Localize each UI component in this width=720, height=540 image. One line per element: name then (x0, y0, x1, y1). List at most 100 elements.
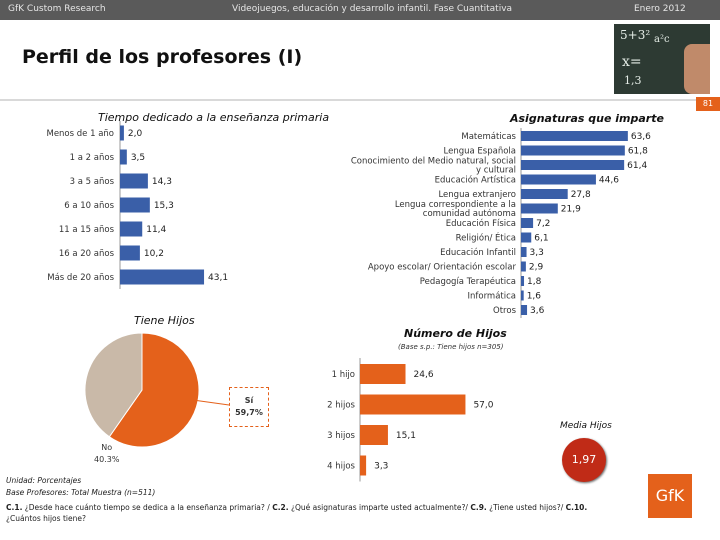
chalkboard-photo: 5+3² a²c x= 1,3 (614, 24, 710, 94)
tiempo-value-label: 11,4 (146, 225, 166, 235)
hijos-value-label: 57,0 (473, 401, 493, 411)
pie-slice-no (84, 332, 143, 438)
tiempo-bar (120, 221, 143, 237)
question-code: C.2. (272, 503, 289, 512)
asignaturas-category-label: Conocimiento del Medio natural, social (351, 157, 516, 167)
asignaturas-bar (521, 276, 525, 286)
tiempo-category-label: 16 a 20 años (59, 249, 115, 259)
tiempo-category-label: Más de 20 años (47, 273, 114, 283)
pie-label-no: No 40.3% (94, 442, 119, 466)
asignaturas-category-label: y cultural (476, 166, 516, 176)
asignaturas-category-label: Informática (468, 292, 517, 302)
tiempo-bar (120, 173, 148, 189)
tiempo-value-label: 14,3 (152, 177, 172, 187)
gfk-logo: GfK (648, 474, 692, 518)
asignaturas-bar (521, 174, 596, 185)
pie-leader-line (192, 399, 230, 406)
asignaturas-category-label: Otros (493, 306, 517, 316)
date-label: Enero 2012 (634, 4, 686, 14)
asignaturas-category-label: comunidad autónoma (423, 208, 516, 219)
tiempo-bar (120, 149, 127, 165)
tiempo-category-label: 1 a 2 años (70, 153, 115, 163)
hijos-bar (360, 425, 388, 445)
asignaturas-value-label: 7,2 (536, 219, 550, 229)
tiempo-value-label: 2,0 (128, 129, 143, 139)
asignaturas-bar (521, 145, 625, 156)
hijos-value-label: 15,1 (396, 431, 416, 441)
tiempo-bar (120, 125, 124, 141)
asignaturas-value-label: 63,6 (631, 132, 651, 142)
asignaturas-value-label: 27,8 (571, 190, 591, 200)
asignaturas-value-label: 6,1 (534, 234, 548, 244)
asignaturas-category-label: Apoyo escolar/ Orientación escolar (368, 262, 517, 273)
hand-image (684, 44, 710, 94)
hijos-category-label: 3 hijos (327, 431, 355, 441)
pie-label-si-name: Sí (244, 396, 254, 405)
pie-label-no-value: 40.3% (94, 455, 120, 464)
asignaturas-category-label: Lengua Española (444, 147, 516, 157)
footer-questions: C.1. ¿Desde hace cuánto tiempo se dedica… (6, 502, 596, 524)
pie-slice-si (108, 332, 200, 448)
chart-title-numero-hijos: Número de Hijos (404, 327, 507, 340)
asignaturas-value-label: 3,3 (530, 248, 544, 258)
chart-title-asignaturas: Asignaturas que imparte (510, 112, 664, 125)
asignaturas-bar (521, 131, 628, 141)
asignaturas-bar (521, 290, 524, 301)
asignaturas-bar (521, 218, 534, 228)
asignaturas-bar (521, 305, 528, 315)
question-text: ¿Tiene usted hijos?/ (486, 503, 566, 512)
asignaturas-value-label: 1,6 (527, 292, 542, 302)
hijos-category-label: 2 hijos (327, 401, 355, 411)
hijos-bar (360, 394, 466, 415)
asignaturas-value-label: 61,8 (628, 147, 648, 157)
pie-label-si: Sí 59,7% (229, 387, 269, 427)
tiempo-value-label: 3,5 (131, 153, 145, 163)
asignaturas-bar (521, 203, 558, 214)
hijos-category-label: 4 hijos (327, 462, 355, 472)
page-title: Perfil de los profesores (I) (22, 46, 303, 68)
tiempo-bar (120, 269, 205, 285)
tiempo-category-label: 6 a 10 años (64, 201, 114, 211)
hijos-value-label: 3,3 (374, 462, 388, 472)
chalk-text: 1,3 (624, 74, 642, 87)
tiempo-value-label: 10,2 (144, 249, 164, 259)
asignaturas-category-label: Educación Física (446, 218, 516, 229)
chart-title-hijos: Tiene Hijos (134, 314, 195, 327)
chalk-text: 5+3² (620, 28, 651, 42)
media-hijos-label: Media Hijos (560, 421, 612, 431)
page-number: 81 (696, 97, 720, 111)
asignaturas-category-label: Pedagogía Terapéutica (420, 276, 516, 287)
question-code: C.10. (565, 503, 588, 512)
tiempo-value-label: 15,3 (154, 201, 174, 211)
tiempo-bar (120, 197, 150, 213)
chart-subtitle-numero-hijos: (Base s.p.: Tiene hijos n=305) (398, 343, 504, 351)
asignaturas-value-label: 3,6 (530, 306, 545, 316)
hijos-bar (360, 455, 367, 476)
divider (0, 99, 720, 101)
chalk-text: a²c (654, 34, 670, 45)
asignaturas-bar (521, 247, 527, 257)
study-title: Videojuegos, educación y desarrollo infa… (232, 4, 513, 14)
tiempo-bar (120, 245, 140, 261)
asignaturas-category-label: Educación Infantil (440, 247, 516, 258)
asignaturas-value-label: 21,9 (561, 205, 581, 215)
tiempo-category-label: 11 a 15 años (59, 225, 115, 235)
asignaturas-category-label: Lengua extranjero (438, 190, 516, 200)
hijos-bar (360, 364, 406, 384)
asignaturas-bar (521, 189, 568, 199)
pie-label-no-name: No (101, 443, 113, 452)
asignaturas-value-label: 44,6 (599, 176, 619, 186)
asignaturas-bar (521, 232, 532, 243)
question-text: ¿Qué asignaturas imparte usted actualmen… (288, 503, 471, 512)
tiempo-category-label: 3 a 5 años (70, 177, 115, 187)
asignaturas-category-label: Matemáticas (461, 132, 516, 142)
company-name: GfK Custom Research (8, 4, 106, 14)
header-bar: GfK Custom Research Videojuegos, educaci… (0, 0, 720, 20)
asignaturas-bar (521, 160, 625, 170)
question-code: C.9. (470, 503, 487, 512)
tiempo-category-label: Menos de 1 año (46, 129, 114, 139)
media-hijos-value: 1,97 (562, 438, 606, 482)
footer-unit: Unidad: Porcentajes (6, 476, 82, 485)
question-text: ¿Desde hace cuánto tiempo se dedica a la… (22, 503, 273, 512)
